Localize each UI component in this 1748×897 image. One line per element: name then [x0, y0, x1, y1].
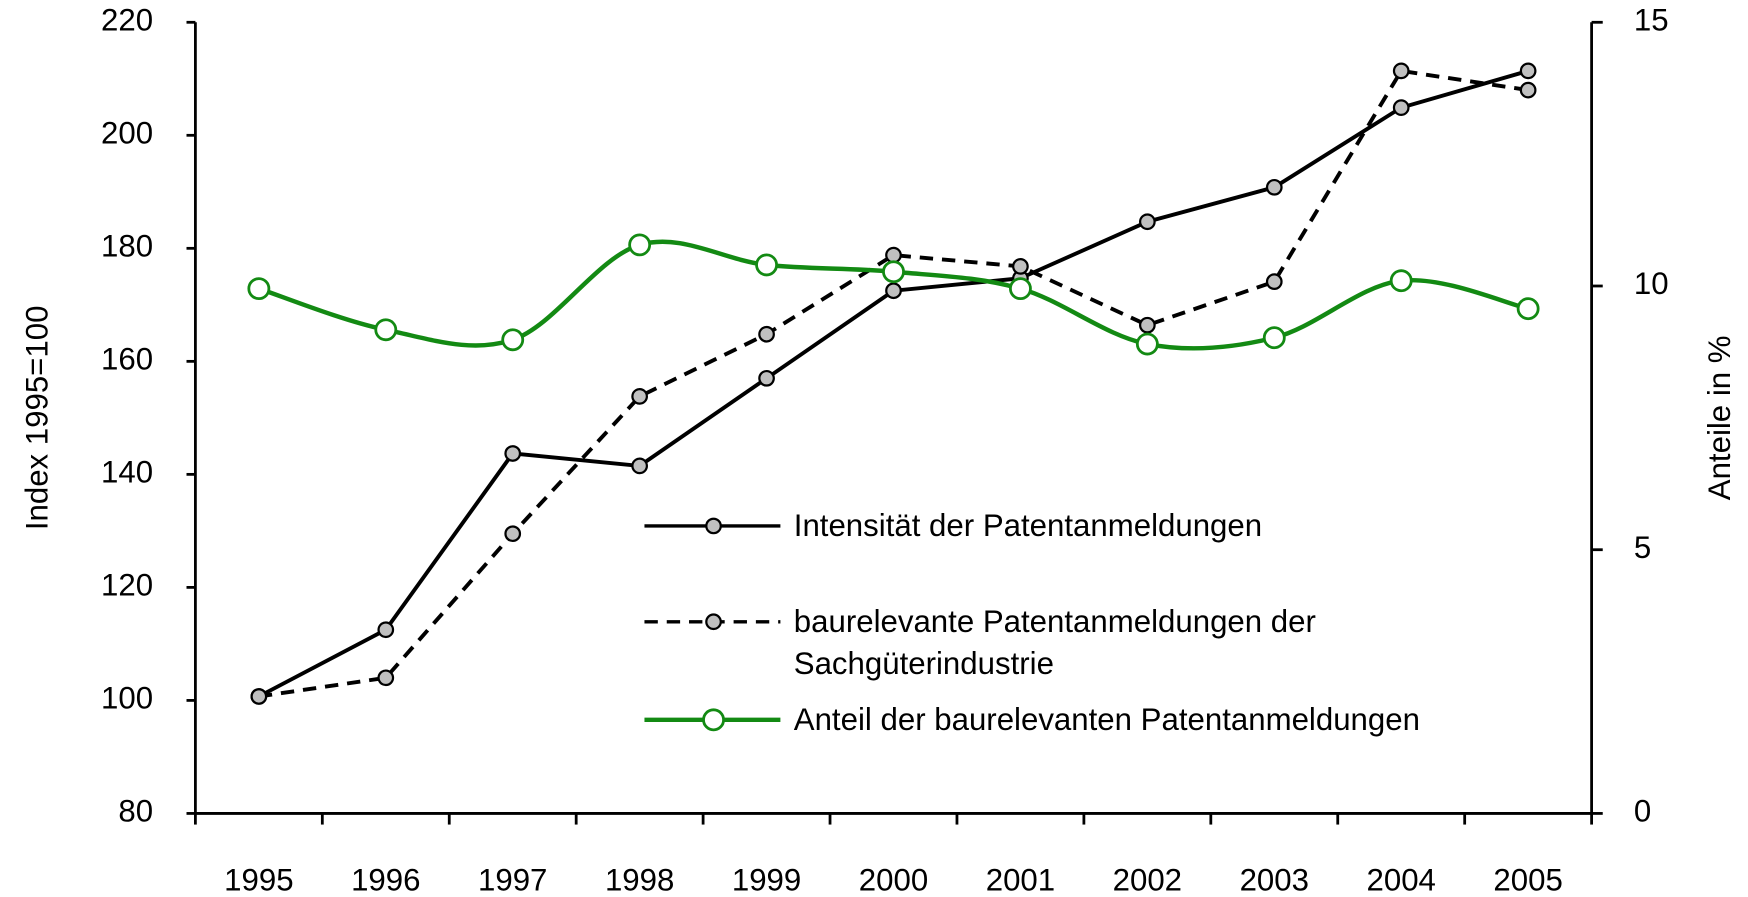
y2-tick-label: 10 [1634, 266, 1669, 301]
x-tick-label: 1996 [351, 863, 420, 897]
x-tick-label: 1995 [224, 863, 293, 897]
x-tick-label: 2003 [1240, 863, 1309, 897]
x-tick-label: 2005 [1493, 863, 1562, 897]
y2-tick-label: 0 [1634, 794, 1651, 829]
data-point [1392, 99, 1410, 116]
legend-label: Anteil der baurelevanten Patentanmeldung… [793, 702, 1420, 737]
y-tick-label: 160 [101, 342, 153, 377]
legend-entry: Intensität der Patentanmeldungen [793, 508, 1263, 543]
x-tick-label: 2001 [986, 863, 1055, 897]
x-tick-label: 2000 [859, 863, 928, 897]
data-point [501, 328, 525, 352]
y-tick-label: 140 [101, 455, 153, 490]
data-point [631, 388, 649, 405]
data-point [1516, 297, 1540, 321]
x-tick-label: 2002 [1113, 863, 1182, 897]
data-point [250, 688, 268, 705]
data-point [628, 233, 652, 257]
x-tick-label: 1999 [732, 863, 801, 897]
data-point [755, 253, 778, 277]
data-point [758, 369, 775, 387]
data-point [1138, 213, 1156, 231]
data-point [504, 445, 522, 462]
data-point [1265, 178, 1283, 196]
data-point [1519, 62, 1537, 80]
x-tick-label: 1998 [605, 863, 674, 897]
data-point [504, 525, 522, 543]
x-tick-label: 2004 [1367, 863, 1436, 897]
data-point [1012, 258, 1029, 275]
data-point [1519, 81, 1537, 99]
legend-entry: Anteil der baurelevanten Patentanmeldung… [793, 702, 1420, 737]
y-tick-label: 120 [101, 568, 153, 603]
legend-marker [702, 708, 725, 732]
data-point [882, 260, 905, 284]
data-point [1262, 326, 1286, 350]
data-point [247, 277, 271, 301]
y2-tick-label: 15 [1634, 3, 1669, 38]
data-point [1392, 62, 1410, 80]
y2-axis-label: Anteile in % [1702, 336, 1737, 501]
y-tick-label: 100 [101, 681, 153, 716]
data-point [377, 669, 395, 687]
legend-label: baurelevante Patentanmeldungen der Sachg… [793, 603, 1316, 681]
y-tick-label: 180 [101, 229, 153, 264]
legend-marker [705, 613, 722, 631]
series-line [258, 68, 1529, 699]
data-point [758, 325, 775, 343]
data-point [1135, 332, 1159, 356]
data-point [1138, 316, 1156, 334]
x-tick-label: 1997 [478, 863, 547, 897]
data-point [374, 318, 398, 342]
legend-label: Intensität der Patentanmeldungen [793, 508, 1263, 543]
data-point [1009, 277, 1032, 301]
data-point [885, 282, 902, 300]
data-point [631, 457, 649, 475]
y-axis-label: Index 1995=100 [20, 306, 55, 531]
data-point [1389, 269, 1413, 293]
y-tick-label: 80 [118, 794, 153, 829]
y2-tick-label: 5 [1634, 530, 1651, 565]
data-point [377, 621, 395, 639]
y-tick-label: 220 [101, 3, 153, 38]
data-point [1265, 273, 1283, 291]
data-point [885, 246, 902, 264]
legend-marker [705, 517, 722, 535]
y-tick-label: 200 [101, 116, 153, 151]
legend-entry: baurelevante Patentanmeldungen der Sachg… [793, 603, 1316, 681]
